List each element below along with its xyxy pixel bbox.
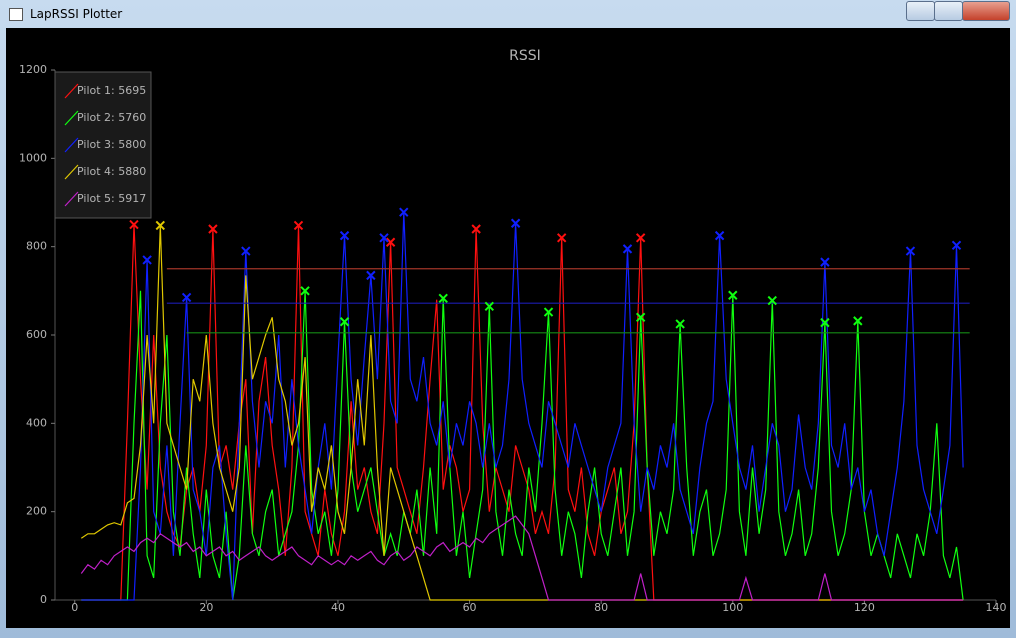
y-tick-label: 800 <box>26 240 47 253</box>
peak-marker <box>635 233 646 243</box>
y-tick-label: 0 <box>40 593 47 606</box>
peak-marker <box>293 220 304 231</box>
peak-marker <box>820 317 830 328</box>
peak-marker <box>155 220 165 231</box>
legend-label: Pilot 3: 5800 <box>77 138 146 151</box>
peak-marker <box>714 230 725 241</box>
peak-marker <box>484 301 495 311</box>
x-tick-label: 120 <box>854 601 875 614</box>
legend: Pilot 1: 5695 Pilot 2: 5760 Pilot 3: 5800 P… <box>54 71 152 219</box>
peak-marker <box>675 319 685 329</box>
legend-label: Pilot 2: 5760 <box>77 111 146 124</box>
y-tick-label: 400 <box>26 416 47 429</box>
y-tick-label: 200 <box>26 505 47 518</box>
peak-marker <box>951 240 962 251</box>
x-tick-label: 20 <box>199 601 213 614</box>
peak-marker <box>510 218 521 228</box>
peak-marker <box>853 316 863 326</box>
x-tick-label: 40 <box>331 601 345 614</box>
x-tick-label: 80 <box>594 601 608 614</box>
peak-marker <box>300 286 310 296</box>
peak-marker <box>471 224 481 234</box>
app-icon <box>9 8 23 21</box>
window-title: LapRSSI Plotter <box>30 7 123 21</box>
peak-marker <box>339 317 350 327</box>
y-tick-label: 1200 <box>19 63 47 76</box>
legend-swatch <box>64 164 79 180</box>
peak-marker <box>385 237 396 247</box>
peak-marker <box>622 244 633 254</box>
x-tick-label: 60 <box>463 601 477 614</box>
x-tick-label: 0 <box>71 601 78 614</box>
plot-background <box>6 28 1010 628</box>
peak-marker <box>543 307 554 317</box>
peak-marker <box>767 295 777 306</box>
legend-swatch <box>64 83 79 99</box>
series-line <box>81 212 964 601</box>
peak-marker <box>438 293 448 304</box>
peak-marker <box>820 257 830 267</box>
legend-swatch <box>64 191 79 207</box>
y-tick-label: 600 <box>26 328 47 341</box>
peak-marker <box>241 246 251 256</box>
peak-marker <box>399 207 409 217</box>
x-tick-label: 140 <box>986 601 1007 614</box>
series-line <box>80 515 964 601</box>
close-button[interactable] <box>962 1 1010 21</box>
peak-marker <box>635 312 646 323</box>
peak-marker <box>379 233 389 243</box>
legend-label: Pilot 1: 5695 <box>77 84 146 97</box>
peak-marker <box>339 230 350 241</box>
peak-marker <box>181 292 192 303</box>
legend-swatch <box>64 137 79 153</box>
y-tick-label: 1000 <box>19 151 47 164</box>
peak-marker <box>556 233 567 243</box>
peak-marker <box>208 224 218 234</box>
title-bar: LapRSSI Plotter <box>0 0 1016 28</box>
legend-label: Pilot 4: 5880 <box>77 165 146 178</box>
peak-marker <box>142 255 152 265</box>
series-line <box>81 290 964 601</box>
legend-swatch <box>64 110 79 126</box>
chart-title: RSSI <box>509 48 541 64</box>
peak-marker <box>905 246 916 256</box>
peak-marker <box>728 290 738 300</box>
peak-marker <box>129 219 139 230</box>
x-tick-label: 100 <box>722 601 743 614</box>
legend-label: Pilot 5: 5917 <box>77 192 146 205</box>
peak-marker <box>366 270 376 281</box>
